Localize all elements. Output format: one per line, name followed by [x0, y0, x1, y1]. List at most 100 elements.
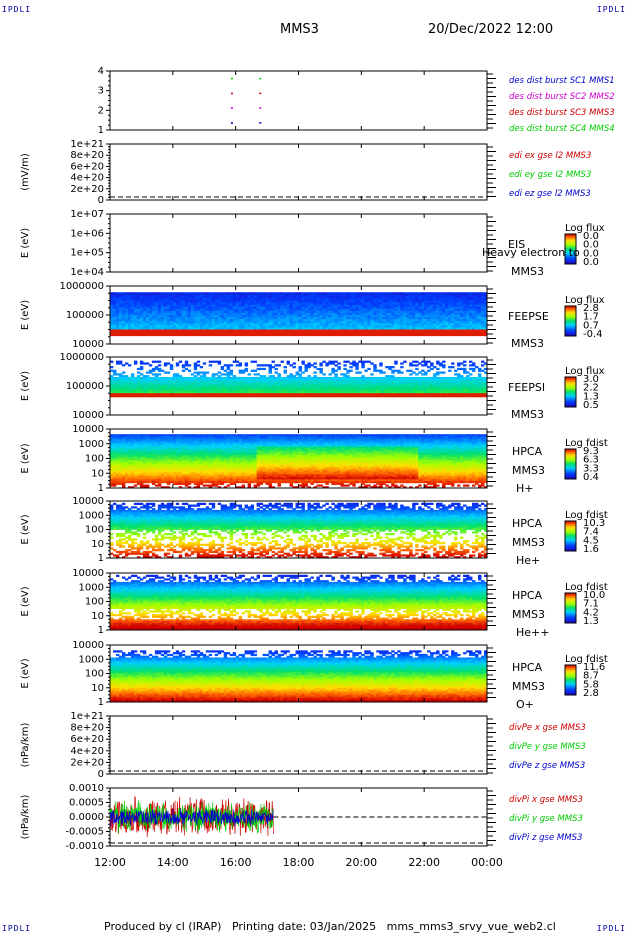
spectrogram-cell	[232, 376, 237, 380]
spectrogram-cell	[268, 300, 272, 303]
spectrogram-cell	[112, 395, 117, 398]
spectrogram-cell	[181, 378, 186, 381]
spectrogram-cell	[373, 364, 377, 367]
spectrogram-cell	[226, 395, 231, 398]
spectrogram-cell	[412, 329, 416, 332]
spectrogram-cell	[160, 325, 165, 328]
spectrogram-cell	[460, 367, 464, 371]
spectrogram-cell	[475, 292, 479, 295]
spectrogram-cell	[475, 366, 479, 369]
spectrogram-cell	[421, 386, 425, 389]
spectrogram-cell	[298, 296, 302, 299]
spectrogram-cell	[199, 387, 204, 391]
spectrogram-cell	[286, 321, 290, 324]
spectrogram-cell	[289, 302, 293, 306]
spectrogram-cell	[328, 296, 332, 299]
spectrogram-cell	[175, 387, 180, 391]
spectrogram-cell	[283, 321, 287, 324]
spectrogram-cell	[421, 321, 425, 324]
spectrogram-cell	[421, 434, 425, 437]
spectrogram-cell	[220, 380, 225, 383]
spectrogram-cell	[358, 296, 362, 299]
spectrogram-cell	[148, 391, 153, 394]
spectrogram-cell	[409, 434, 413, 437]
spectrogram-cell	[244, 329, 249, 332]
spectrogram-cell	[151, 434, 156, 437]
spectrogram-cell	[331, 329, 335, 332]
spectrogram-cell	[358, 329, 362, 332]
spectrogram-cell	[301, 371, 305, 374]
spectrogram-cell	[346, 317, 350, 320]
spectrogram-cell	[319, 434, 323, 437]
spectrogram-cell	[445, 292, 449, 295]
spectrogram-cell	[346, 333, 350, 337]
spectrogram-cell	[460, 315, 464, 318]
spectrogram-cell	[139, 389, 144, 392]
spectrogram-cell	[475, 323, 479, 326]
spectrogram-cell	[169, 395, 174, 398]
spectrogram-cell	[265, 434, 269, 437]
spectrogram-cell	[199, 321, 204, 324]
spectrogram-cell	[238, 317, 243, 320]
spectrogram-cell	[274, 382, 278, 385]
spectrogram-cell	[121, 296, 126, 299]
spectrogram-cell	[154, 382, 159, 385]
spectrogram-cell	[442, 371, 446, 374]
spectrogram-cell	[364, 321, 368, 324]
spectrogram-cell	[376, 302, 380, 306]
spectrogram-cell	[190, 376, 195, 380]
spectrogram-cell	[421, 333, 425, 337]
spectrogram-cell	[196, 434, 201, 437]
spectrogram-cell	[130, 375, 135, 378]
spectrogram-cell	[193, 304, 198, 308]
spectrogram-cell	[436, 331, 440, 335]
spectrogram-cell	[235, 382, 240, 385]
y-tick-label: 8e+20	[70, 150, 104, 161]
spectrogram-cell	[358, 331, 362, 335]
spectrogram-cell	[187, 391, 192, 394]
spectrogram-cell	[115, 310, 120, 314]
spectrogram-cell	[250, 387, 255, 391]
spectrogram-cell	[172, 384, 177, 387]
spectrogram-cell	[199, 333, 204, 337]
spectrogram-cell	[136, 302, 141, 306]
spectrogram-cell	[433, 300, 437, 303]
spectrogram-cell	[337, 329, 341, 332]
spectrogram-cell	[379, 333, 383, 337]
spectrogram-cell	[367, 323, 371, 326]
spectrogram-cell	[376, 310, 380, 314]
spectrogram-cell	[484, 362, 488, 365]
legend-entry: des dist burst SC4 MMS4	[509, 124, 615, 134]
spectrogram-cell	[469, 302, 473, 306]
spectrogram-cell	[316, 302, 320, 306]
spectrogram-cell	[148, 387, 153, 391]
spectrogram-cell	[343, 315, 347, 318]
spectrogram-cell	[277, 304, 281, 308]
spectrogram-cell	[220, 373, 225, 376]
spectrogram-cell	[154, 378, 159, 381]
spectrogram-cell	[460, 312, 464, 316]
spectrogram-cell	[277, 308, 281, 312]
spectrogram-cell	[346, 434, 350, 437]
spectrogram-cell	[115, 391, 120, 394]
spectrogram-cell	[280, 302, 284, 306]
spectrogram-cell	[280, 391, 284, 394]
spectrogram-cell	[136, 434, 141, 437]
spectrogram-cell	[409, 333, 413, 337]
spectrogram-cell	[283, 393, 287, 396]
spectrogram-cell	[376, 327, 380, 330]
spectrogram-cell	[412, 364, 416, 367]
spectrogram-cell	[412, 321, 416, 324]
spectrogram-cell	[223, 389, 228, 392]
spectrogram-cell	[148, 325, 153, 328]
spectrogram-cell	[334, 323, 338, 326]
spectrogram-cell	[424, 395, 428, 398]
spectrogram-cell	[151, 393, 156, 396]
spectrogram-cell	[358, 327, 362, 330]
spectrogram-cell	[310, 393, 314, 396]
spectrogram-cell	[457, 375, 461, 378]
spectrogram-cell	[283, 300, 287, 303]
spectrogram-cell	[364, 387, 368, 391]
spectrogram-cell	[163, 378, 168, 381]
